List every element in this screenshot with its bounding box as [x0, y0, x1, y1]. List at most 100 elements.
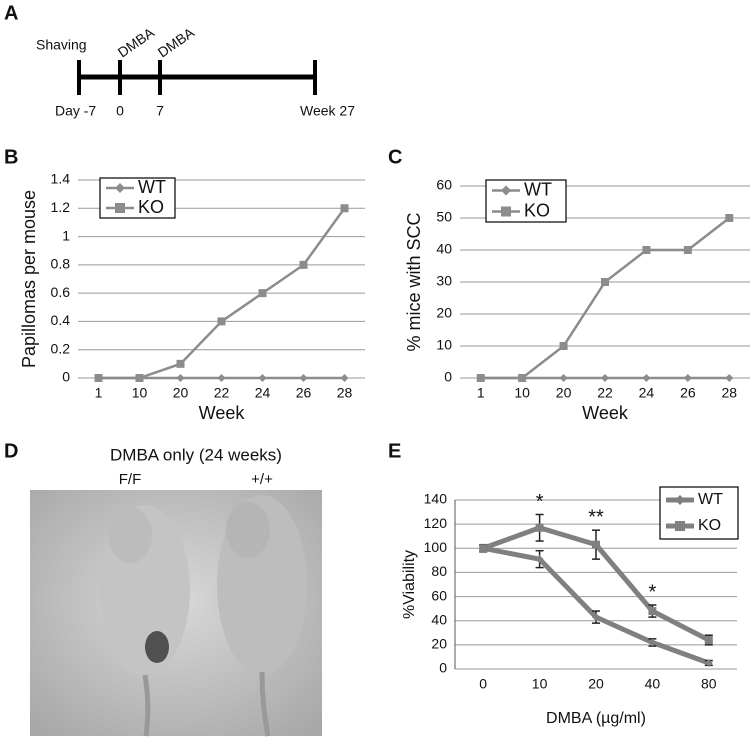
marker	[642, 374, 651, 382]
legend-marker	[675, 495, 685, 505]
x-tick-label: 40	[645, 676, 661, 692]
marker	[683, 246, 692, 254]
timeline-label: Shaving	[36, 37, 87, 53]
panel-label: D	[4, 440, 18, 462]
marker	[704, 658, 713, 667]
legend-marker	[675, 521, 685, 531]
y-tick-label: 0.4	[51, 312, 71, 328]
x-tick-label: 1	[477, 385, 485, 401]
x-tick-label: 0	[479, 676, 487, 692]
x-tick-label: 28	[721, 385, 737, 401]
legend-marker	[501, 185, 511, 196]
timeline-tick: 7	[156, 103, 164, 119]
panel-label: E	[388, 440, 401, 462]
photo-group: +/+	[251, 471, 273, 488]
x-axis-label: Week	[199, 403, 246, 423]
legend-marker	[501, 206, 511, 217]
legend-label: WT	[524, 179, 552, 199]
marker	[559, 374, 568, 382]
x-tick-label: 10	[132, 385, 148, 401]
y-tick-label: 0.6	[51, 284, 71, 300]
y-tick-label: 60	[436, 177, 452, 193]
marker	[642, 246, 651, 254]
x-tick-label: 80	[701, 676, 717, 692]
y-tick-label: 80	[431, 563, 447, 579]
y-axis-label: Papillomas per mouse	[19, 190, 39, 368]
marker	[476, 374, 485, 382]
x-tick-label: 20	[588, 676, 604, 692]
significance: *	[536, 491, 544, 513]
marker	[258, 374, 267, 382]
timeline-tick: -7	[84, 103, 97, 119]
legend-box	[659, 486, 739, 540]
marker	[217, 317, 226, 326]
marker	[559, 342, 568, 350]
legend-box	[485, 179, 567, 223]
marker	[217, 374, 226, 382]
y-tick-label: 10	[436, 337, 452, 353]
x-tick-label: 24	[255, 385, 271, 401]
x-tick-label: 28	[337, 385, 353, 401]
y-tick-label: 20	[431, 636, 447, 652]
series-line	[480, 217, 731, 380]
y-tick-label: 0.2	[51, 340, 71, 356]
marker	[725, 374, 734, 382]
marker	[135, 374, 144, 382]
timeline-end: Week 27	[300, 103, 355, 119]
marker	[258, 289, 267, 298]
y-tick-label: 1.4	[51, 171, 71, 187]
marker	[601, 374, 609, 382]
x-axis-label: Week	[582, 403, 629, 423]
x-tick-label: 24	[639, 385, 655, 401]
legend-box	[99, 177, 176, 219]
y-tick-label: 0	[439, 660, 447, 676]
marker	[592, 613, 600, 622]
marker	[479, 544, 488, 553]
y-axis-label: % mice with SCC	[404, 212, 424, 351]
x-axis-label: DMBA (µg/ml)	[546, 710, 646, 727]
x-tick-label: 22	[597, 385, 613, 401]
marker	[176, 374, 185, 382]
photo-group: F/F	[119, 471, 142, 488]
x-tick-label: 1	[95, 385, 103, 401]
panel-label: A	[4, 2, 18, 24]
y-tick-label: 50	[436, 209, 452, 225]
marker	[518, 374, 527, 382]
marker	[683, 374, 692, 382]
y-tick-label: 1.2	[51, 199, 71, 215]
marker	[535, 523, 544, 532]
y-tick-label: 100	[424, 539, 448, 555]
y-tick-label: 0	[62, 369, 70, 385]
legend-label: KO	[698, 517, 721, 534]
y-tick-label: 30	[436, 273, 452, 289]
legend-label: WT	[698, 491, 723, 508]
x-tick-label: 22	[214, 385, 230, 401]
timeline-day: Day	[55, 103, 80, 119]
y-tick-label: 0.8	[51, 256, 71, 272]
y-tick-label: 0	[444, 369, 452, 385]
series-line	[482, 545, 710, 666]
x-tick-label: 20	[556, 385, 572, 401]
y-tick-label: 140	[424, 491, 448, 507]
marker	[648, 607, 657, 616]
panel-label: C	[388, 146, 402, 168]
timeline	[77, 60, 317, 95]
y-tick-label: 40	[436, 241, 452, 257]
marker	[340, 374, 349, 382]
marker	[592, 540, 600, 549]
y-tick-label: 60	[431, 587, 447, 603]
x-tick-label: 10	[532, 676, 548, 692]
x-tick-label: 10	[514, 385, 530, 401]
panel-label: B	[4, 146, 18, 168]
y-axis-label: %Viability	[401, 550, 418, 619]
legend-marker	[115, 203, 125, 213]
legend-marker	[115, 183, 125, 193]
marker	[725, 214, 734, 222]
timeline-label: DMBA	[155, 24, 198, 61]
y-tick-label: 40	[431, 611, 447, 627]
timeline-label: DMBA	[115, 24, 158, 61]
marker	[299, 260, 308, 269]
marker	[94, 374, 103, 382]
y-tick-label: 20	[436, 305, 452, 321]
